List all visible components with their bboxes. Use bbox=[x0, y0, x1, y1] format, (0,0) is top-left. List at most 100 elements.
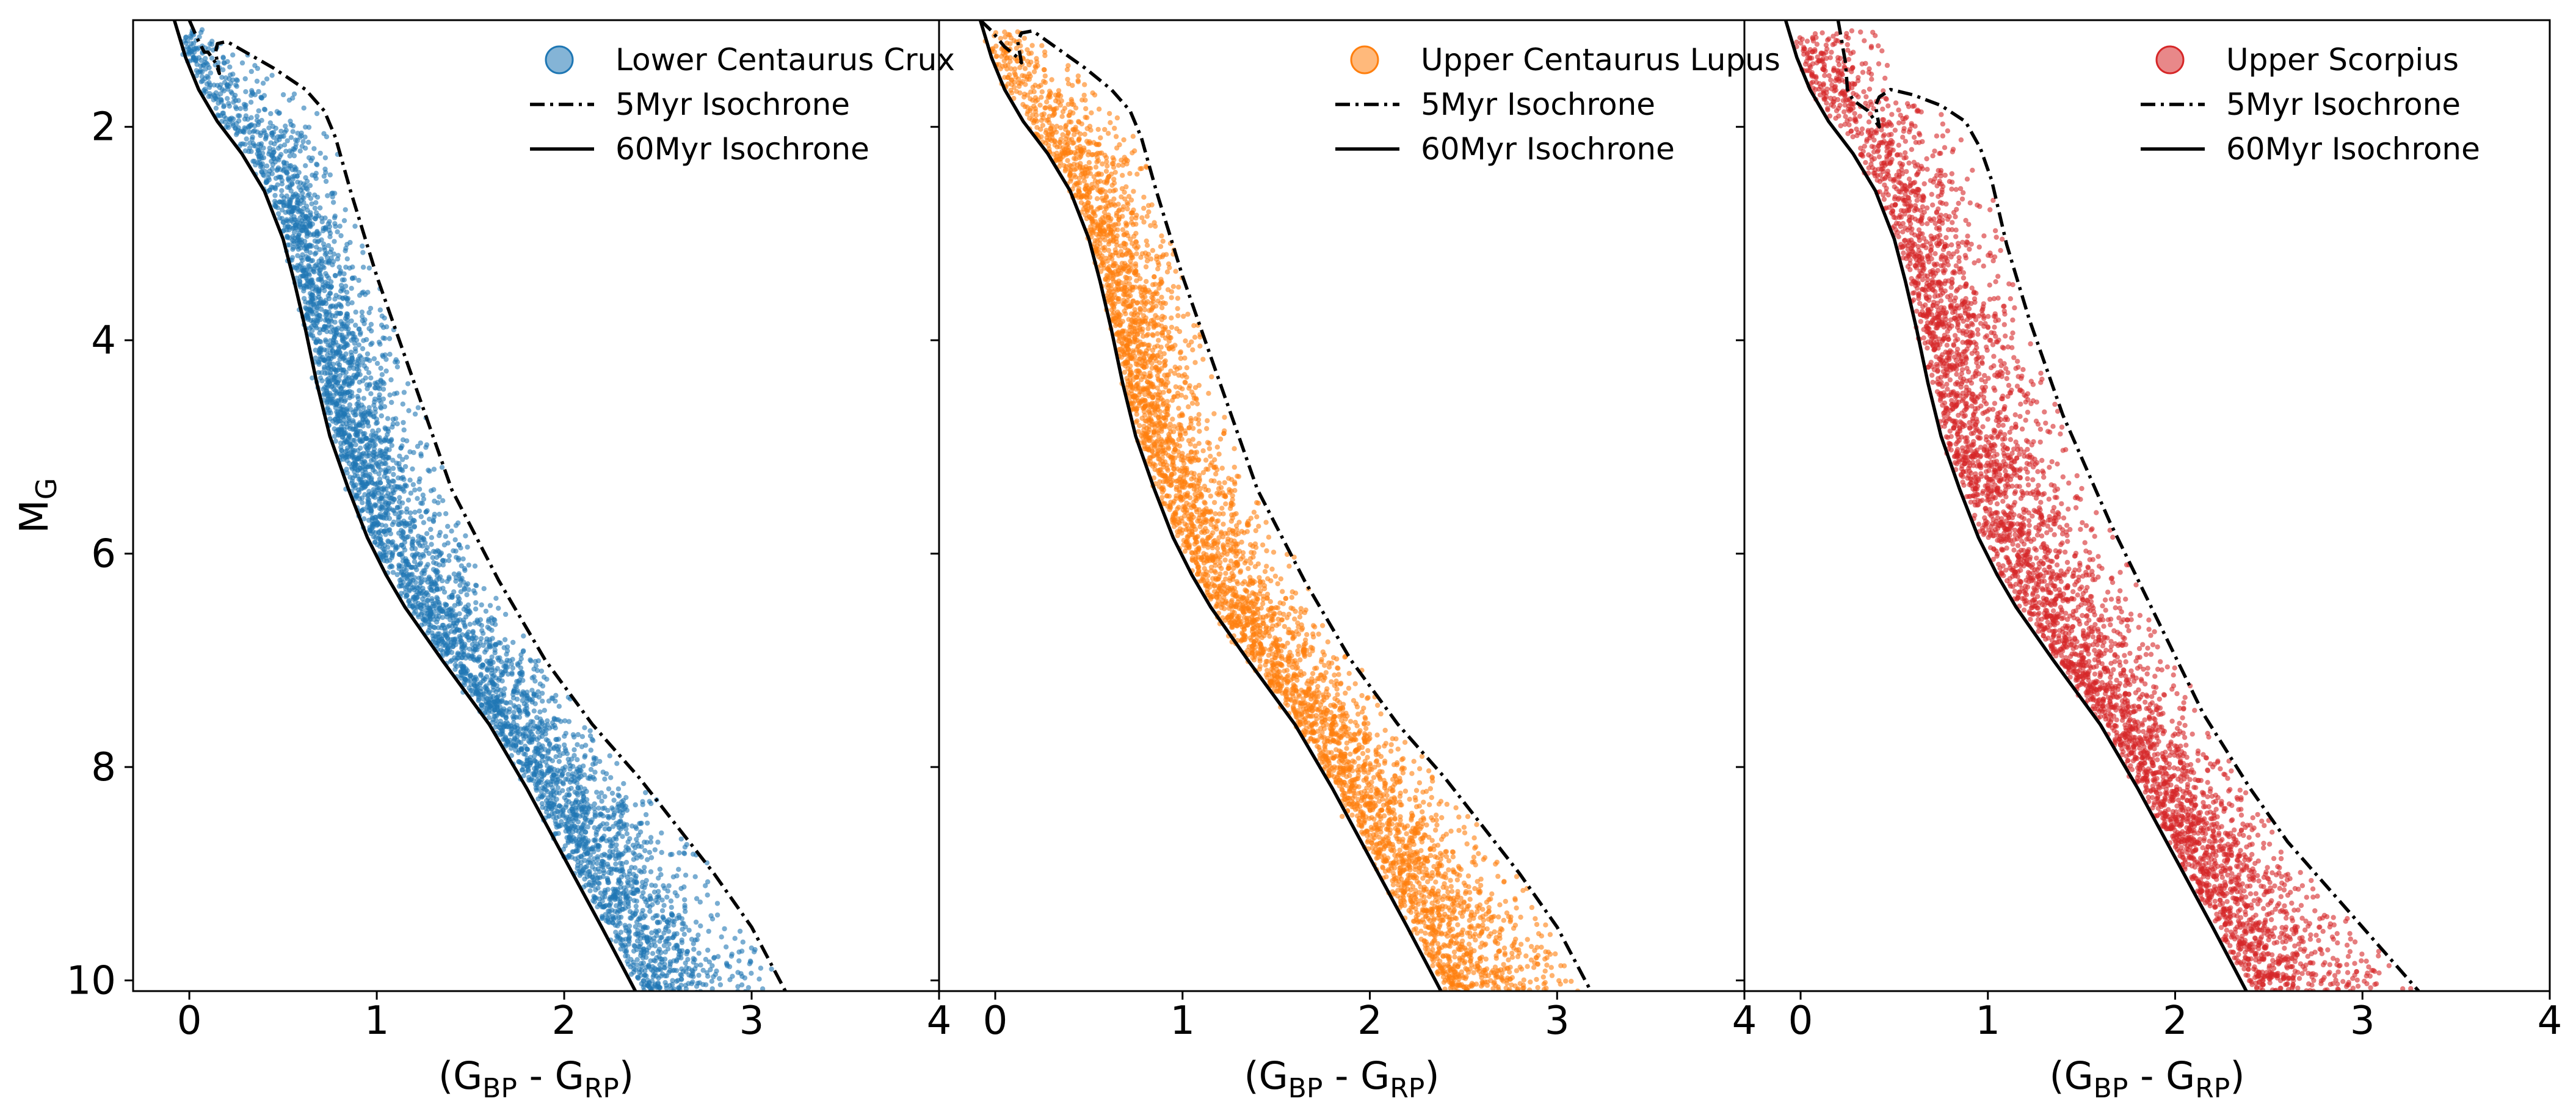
scatter-point bbox=[582, 844, 587, 850]
scatter-point bbox=[667, 961, 673, 967]
scatter-point bbox=[1450, 854, 1456, 860]
scatter-point bbox=[382, 425, 388, 431]
scatter-point bbox=[243, 106, 249, 112]
scatter-point bbox=[537, 709, 543, 715]
scatter-point bbox=[380, 456, 386, 461]
scatter-point bbox=[614, 761, 620, 766]
scatter-point bbox=[386, 468, 392, 474]
scatter-point bbox=[498, 687, 503, 693]
scatter-point bbox=[714, 912, 720, 918]
scatter-point bbox=[441, 589, 448, 595]
scatter-point bbox=[289, 217, 294, 223]
scatter-point bbox=[520, 689, 526, 695]
scatter-point bbox=[372, 514, 378, 520]
scatter-point bbox=[183, 40, 189, 46]
scatter-point bbox=[563, 804, 568, 810]
scatter-point bbox=[493, 700, 498, 706]
scatter-point bbox=[459, 632, 465, 638]
scatter-point bbox=[299, 144, 305, 149]
scatter-point bbox=[392, 359, 398, 365]
scatter-point bbox=[525, 722, 531, 728]
scatter-point bbox=[437, 553, 443, 558]
scatter-point bbox=[678, 951, 684, 957]
scatter-point bbox=[604, 876, 610, 881]
scatter-point bbox=[681, 931, 688, 937]
scatter-point bbox=[510, 656, 515, 663]
scatter-point bbox=[252, 158, 257, 164]
scatter-point bbox=[545, 718, 550, 724]
scatter-point bbox=[708, 967, 713, 973]
scatter-point bbox=[608, 775, 614, 780]
scatter-point bbox=[443, 642, 449, 648]
scatter-point bbox=[615, 896, 620, 902]
scatter-point bbox=[238, 106, 243, 111]
scatter-point bbox=[618, 929, 624, 935]
scatter-point bbox=[350, 420, 356, 425]
scatter-point bbox=[313, 347, 318, 353]
scatter-point bbox=[454, 627, 460, 632]
scatter-point bbox=[324, 273, 330, 279]
scatter-point bbox=[338, 233, 344, 239]
scatter-point bbox=[489, 654, 495, 660]
scatter-point bbox=[295, 131, 300, 136]
scatter-point bbox=[432, 625, 438, 631]
scatter-point bbox=[760, 986, 766, 991]
scatter-point bbox=[426, 467, 431, 473]
scatter-point bbox=[691, 959, 696, 965]
scatter-point bbox=[543, 727, 549, 733]
scatter-point bbox=[443, 652, 449, 657]
scatter-point bbox=[254, 78, 260, 84]
scatter-point bbox=[658, 973, 664, 979]
scatter-point bbox=[316, 288, 322, 294]
scatter-point bbox=[534, 787, 539, 793]
scatter-point bbox=[602, 776, 608, 782]
scatter-point bbox=[514, 696, 520, 702]
scatter-point bbox=[438, 636, 444, 642]
scatter-point bbox=[338, 311, 343, 316]
scatter-point bbox=[434, 595, 440, 600]
scatter-point bbox=[522, 743, 528, 749]
scatter-point bbox=[564, 792, 570, 798]
scatter-point bbox=[653, 958, 658, 964]
scatter-point bbox=[424, 597, 430, 603]
scatter-point bbox=[561, 781, 566, 787]
scatter-point bbox=[594, 860, 600, 867]
scatter-point bbox=[421, 520, 427, 525]
scatter-point bbox=[512, 735, 518, 741]
scatter-point bbox=[371, 452, 376, 458]
scatter-point bbox=[229, 115, 234, 121]
scatter-point bbox=[656, 954, 662, 959]
scatter-point bbox=[230, 71, 236, 77]
scatter-point bbox=[563, 730, 568, 736]
scatter-point bbox=[322, 245, 327, 250]
scatter-point bbox=[724, 944, 729, 950]
scatter-point bbox=[343, 264, 349, 270]
scatter-point bbox=[683, 983, 689, 988]
scatter-point bbox=[657, 920, 662, 925]
scatter-point bbox=[387, 564, 393, 570]
scatter-point bbox=[614, 842, 619, 848]
scatter-point bbox=[224, 82, 230, 88]
scatter-point bbox=[653, 883, 658, 889]
scatter-point bbox=[225, 96, 230, 101]
scatter-point bbox=[510, 665, 516, 671]
scatter-point bbox=[473, 683, 478, 689]
scatter-point bbox=[470, 636, 475, 642]
scatter-point bbox=[354, 412, 359, 418]
scatter-point bbox=[198, 79, 204, 84]
scatter-point bbox=[437, 494, 442, 500]
scatter-point bbox=[372, 539, 378, 545]
scatter-point bbox=[386, 539, 391, 545]
scatter-point bbox=[730, 973, 735, 979]
scatter-point bbox=[341, 277, 347, 283]
scatter-point bbox=[428, 587, 434, 592]
scatter-point bbox=[415, 443, 421, 449]
scatter-point bbox=[337, 223, 343, 229]
scatter-point bbox=[428, 488, 434, 493]
scatter-point bbox=[446, 553, 452, 559]
scatter-point bbox=[239, 60, 245, 66]
scatter-point bbox=[625, 839, 631, 845]
scatter-point bbox=[511, 710, 517, 715]
scatter-point bbox=[208, 70, 214, 76]
scatter-point bbox=[737, 928, 743, 934]
